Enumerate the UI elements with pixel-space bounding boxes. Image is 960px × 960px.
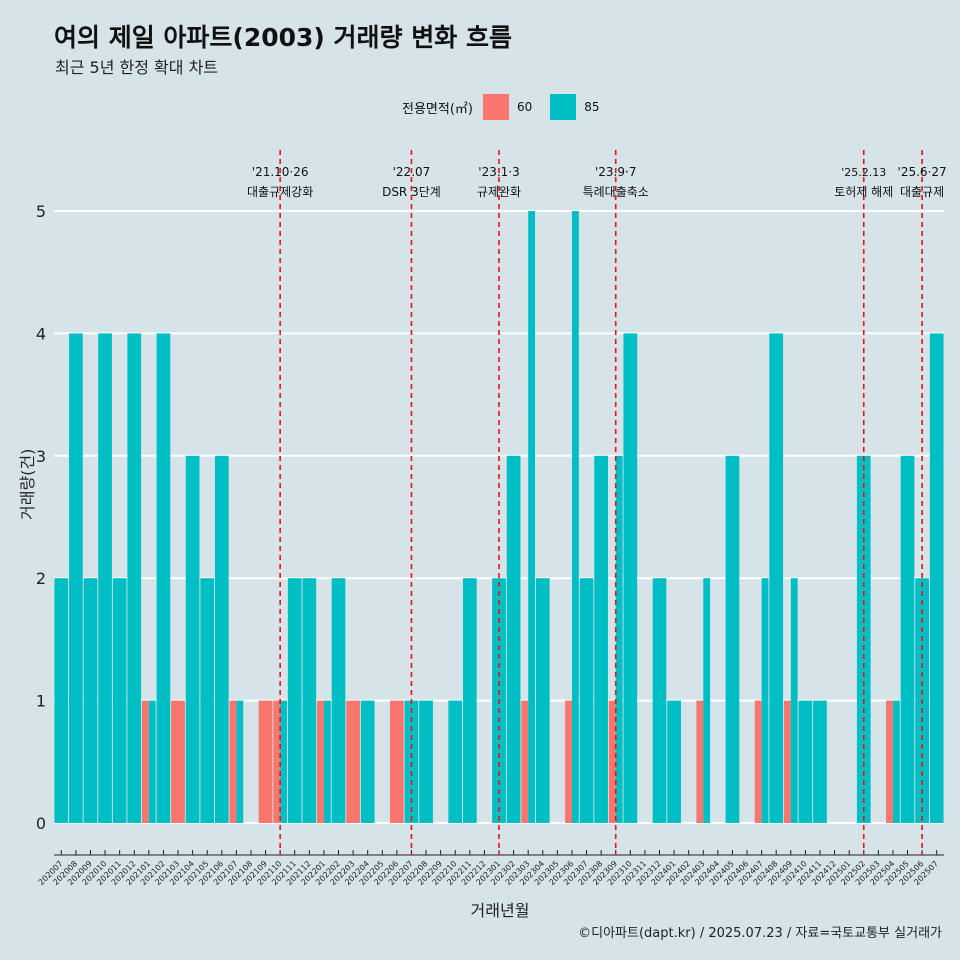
bar-60-202403 bbox=[696, 700, 704, 823]
bar-85-202306 bbox=[571, 211, 579, 823]
bar-85-202105 bbox=[200, 578, 215, 823]
annotation-date: '25.6·27 bbox=[898, 165, 947, 179]
bar-85-202401 bbox=[667, 700, 681, 823]
annotation-label: 대출규제강화 bbox=[247, 185, 313, 199]
bar-85-202409 bbox=[790, 578, 798, 823]
legend-swatch-85 bbox=[550, 94, 577, 120]
bar-85-202307 bbox=[579, 578, 594, 823]
bar-85-202304 bbox=[535, 578, 550, 823]
annotation-label: 토허제 해제 bbox=[834, 185, 893, 199]
bar-60-202103 bbox=[171, 700, 185, 823]
bar-60-202309 bbox=[608, 700, 616, 823]
bar-85-202207 bbox=[404, 700, 419, 823]
annotation-date: '25.2.13 bbox=[841, 166, 886, 179]
bar-60-202110 bbox=[273, 700, 281, 823]
bar-85-202505 bbox=[900, 455, 915, 823]
bar-60-202206 bbox=[390, 700, 404, 823]
y-tick-label: 1 bbox=[36, 692, 46, 711]
annotation-date: '23.9·7 bbox=[595, 165, 636, 179]
bar-60-202407 bbox=[754, 700, 762, 823]
annotation-label: 규제완화 bbox=[477, 185, 521, 199]
y-tick-label: 5 bbox=[36, 202, 46, 221]
bar-85-202111 bbox=[287, 578, 302, 823]
bar-85-202202 bbox=[331, 578, 346, 823]
bar-85-202012 bbox=[127, 333, 142, 823]
bar-85-202312 bbox=[652, 578, 667, 823]
bar-85-202411 bbox=[813, 700, 827, 823]
annotation-label: DSR 3단계 bbox=[382, 185, 441, 199]
bar-60-202203 bbox=[346, 700, 360, 823]
bar-85-202403 bbox=[703, 578, 711, 823]
bar-85-202008 bbox=[69, 333, 83, 823]
annotation-date: '22.07 bbox=[393, 165, 431, 179]
bar-85-202410 bbox=[798, 700, 813, 823]
y-tick-label: 3 bbox=[36, 447, 46, 466]
bar-85-202110 bbox=[280, 700, 288, 823]
bar-85-202210 bbox=[448, 700, 463, 823]
bar-60-202201 bbox=[317, 700, 324, 823]
annotation-date: '23.1·3 bbox=[478, 165, 519, 179]
bar-85-202201 bbox=[323, 700, 331, 823]
y-axis-title: 거래량(건) bbox=[18, 448, 37, 520]
bar-85-202101 bbox=[148, 700, 156, 823]
annotation-label: 특례대출축소 bbox=[583, 185, 649, 199]
bar-85-202405 bbox=[725, 455, 740, 823]
y-tick-label: 2 bbox=[36, 569, 46, 588]
bar-85-202302 bbox=[506, 455, 521, 823]
legend-label-60: 60 bbox=[516, 100, 533, 114]
x-axis-title: 거래년월 bbox=[470, 901, 530, 920]
bar-85-202408 bbox=[769, 333, 784, 823]
bar-60-202109 bbox=[258, 700, 273, 823]
y-tick-label: 0 bbox=[36, 814, 46, 833]
bar-85-202208 bbox=[419, 700, 433, 823]
bar-85-202009 bbox=[83, 578, 98, 823]
bar-85-202310 bbox=[623, 333, 638, 823]
y-tick-label: 4 bbox=[36, 324, 46, 343]
bar-85-202204 bbox=[360, 700, 375, 823]
bar-85-202504 bbox=[892, 700, 900, 823]
bar-85-202507 bbox=[929, 333, 944, 823]
legend-title: 전용면적(㎡) bbox=[402, 101, 473, 117]
legend-swatch-60 bbox=[482, 94, 509, 120]
annotation-date: '21.10·26 bbox=[252, 165, 309, 179]
chart-subtitle: 최근 5년 한정 확대 차트 bbox=[55, 58, 219, 77]
legend-label-85: 85 bbox=[584, 100, 600, 114]
legend: 전용면적(㎡) 60 85 bbox=[402, 94, 600, 120]
bar-60-202107 bbox=[229, 700, 237, 823]
bar-85-202106 bbox=[214, 455, 229, 823]
bar-60-202303 bbox=[521, 700, 529, 823]
bar-85-202309 bbox=[615, 455, 623, 823]
bar-60-202409 bbox=[783, 700, 791, 823]
bar-60-202101 bbox=[141, 700, 149, 823]
bar-85-202010 bbox=[98, 333, 112, 823]
bar-85-202308 bbox=[594, 455, 608, 823]
bar-85-202211 bbox=[462, 578, 477, 823]
annotation-label: 대출규제 bbox=[900, 185, 944, 199]
bar-85-202112 bbox=[302, 578, 317, 823]
bar-85-202407 bbox=[761, 578, 769, 823]
bar-60-202306 bbox=[565, 700, 572, 823]
bar-85-202102 bbox=[156, 333, 171, 823]
bar-85-202007 bbox=[54, 578, 69, 823]
bar-85-202011 bbox=[112, 578, 127, 823]
bar-85-202107 bbox=[236, 700, 244, 823]
bar-60-202504 bbox=[886, 700, 893, 823]
chart-title: 여의 제일 아파트(2003) 거래량 변화 흐름 bbox=[54, 23, 512, 52]
caption: ©디아파트(dapt.kr) / 2025.07.23 / 자료=국토교통부 실… bbox=[578, 926, 942, 941]
bar-85-202303 bbox=[528, 211, 536, 823]
bar-85-202104 bbox=[185, 455, 200, 823]
